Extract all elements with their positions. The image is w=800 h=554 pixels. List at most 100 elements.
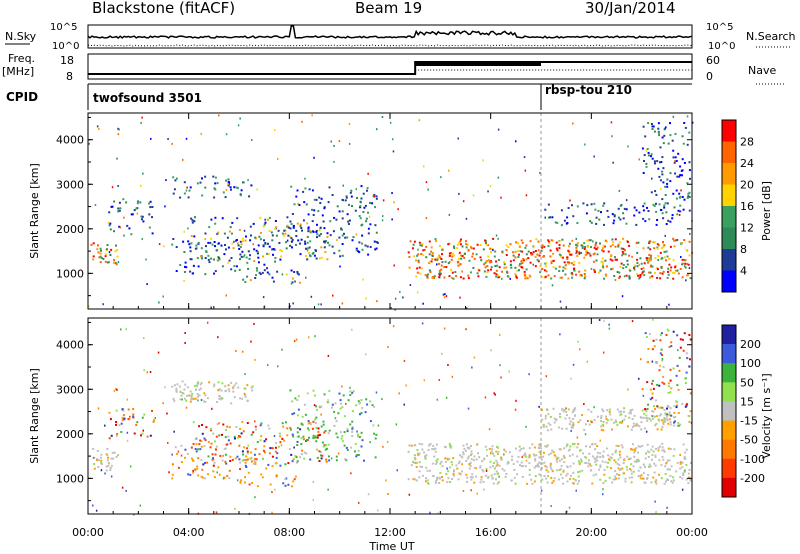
- velocity-cell: [482, 481, 485, 483]
- power-cell: [468, 259, 471, 262]
- power-cell: [535, 238, 538, 241]
- velocity-cell: [578, 449, 581, 452]
- power-cell: [571, 273, 574, 276]
- velocity-cell: [675, 400, 678, 403]
- velocity-cell: [240, 432, 243, 435]
- power-cell: [567, 262, 570, 265]
- velocity-cell: [495, 470, 498, 473]
- velocity-cell: [436, 458, 439, 461]
- power-cell: [291, 246, 293, 249]
- velocity-cell: [115, 409, 118, 412]
- velocity-cell: [684, 451, 687, 454]
- velocity-cell: [239, 461, 242, 464]
- velocity-cell: [446, 457, 449, 460]
- power-cell: [541, 268, 544, 270]
- velocity-cell: [674, 420, 676, 423]
- power-noise-cell: [185, 137, 188, 140]
- velocity-cell: [197, 381, 200, 384]
- velocity-cell: [174, 446, 177, 449]
- velocity-cell: [239, 480, 242, 483]
- power-cell: [688, 161, 691, 164]
- power-cell: [496, 264, 499, 267]
- power-cell: [327, 201, 330, 204]
- power-cell: [456, 243, 459, 246]
- velocity-cell: [613, 459, 616, 462]
- power-cell: [638, 277, 641, 280]
- power-cell: [689, 277, 692, 280]
- power-cell: [484, 266, 487, 269]
- velocity-cell: [235, 426, 238, 428]
- velocity-cell: [246, 384, 249, 387]
- velocity-cell: [607, 454, 610, 457]
- power-cell: [291, 238, 294, 241]
- power-noise-cell: [645, 149, 648, 152]
- power-cell: [97, 251, 100, 254]
- velocity-cell: [256, 485, 259, 488]
- power-cell: [654, 257, 657, 260]
- power-cell: [216, 182, 219, 185]
- velocity-noise-cell: [110, 475, 113, 478]
- power-cell: [216, 232, 219, 235]
- power-cell: [628, 277, 631, 280]
- velocity-cell: [466, 476, 469, 479]
- power-cell: [549, 255, 552, 258]
- velocity-cell: [689, 461, 692, 464]
- velocity-cell: [331, 403, 334, 406]
- velocity-cell: [612, 478, 615, 481]
- power-cell: [291, 213, 294, 215]
- power-cell: [629, 269, 632, 272]
- velocity-cell: [450, 461, 453, 464]
- power-cell: [584, 246, 587, 248]
- velocity-cell: [206, 461, 209, 464]
- power-cell: [625, 274, 628, 277]
- power-cell: [479, 244, 482, 246]
- power-cell: [416, 271, 419, 274]
- velocity-cell: [500, 458, 503, 461]
- power-noise-cell: [614, 279, 617, 281]
- power-noise-cell: [336, 239, 338, 242]
- power-cell: [354, 209, 357, 212]
- power-cell: [454, 271, 457, 273]
- power-cell: [459, 263, 462, 266]
- velocity-cell: [212, 464, 215, 467]
- velocity-cell: [293, 478, 296, 481]
- power-cell: [366, 187, 369, 190]
- power-cell: [544, 262, 547, 265]
- velocity-cell: [578, 460, 580, 463]
- power-cell: [362, 211, 365, 213]
- power-cell: [576, 244, 579, 247]
- power-cell: [104, 253, 107, 256]
- power-cell: [599, 269, 602, 272]
- velocity-cell: [195, 450, 198, 453]
- velocity-cell: [413, 454, 416, 457]
- velocity-cell: [447, 477, 450, 480]
- power-cell: [549, 249, 552, 252]
- velocity-cell: [241, 459, 244, 462]
- power-cell: [528, 274, 531, 277]
- power-cell: [421, 243, 424, 245]
- power-noise-cell: [290, 282, 293, 285]
- power-cell: [200, 247, 203, 250]
- velocity-cell: [120, 431, 123, 433]
- power-cell: [196, 182, 199, 185]
- velocity-cell: [623, 458, 626, 461]
- velocity-cell: [673, 448, 676, 451]
- velocity-cell: [540, 447, 542, 450]
- velocity-noise-cell: [602, 424, 605, 427]
- power-cell: [669, 269, 672, 272]
- velocity-cell: [632, 465, 635, 468]
- xtick-label: 00:00: [72, 526, 104, 539]
- power-cell: [470, 245, 472, 248]
- power-cell: [483, 270, 486, 273]
- power-cell: [429, 271, 432, 273]
- power-cell: [688, 240, 691, 243]
- velocity-cell: [612, 421, 615, 424]
- velocity-cell: [220, 398, 222, 401]
- velocity-noise-cell: [314, 335, 316, 338]
- velocity-colorbar-tick: 50: [740, 376, 754, 389]
- power-cell: [218, 258, 221, 261]
- power-cell: [607, 250, 610, 253]
- power-noise-cell: [625, 199, 628, 202]
- velocity-cell: [197, 395, 199, 398]
- velocity-cell: [171, 473, 174, 476]
